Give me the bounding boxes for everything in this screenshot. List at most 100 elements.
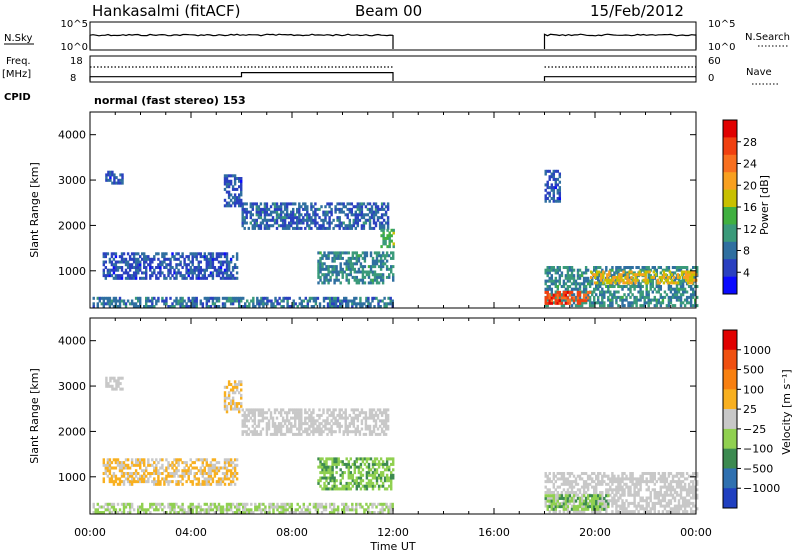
- velocity-cell-6: [603, 499, 606, 503]
- velocity-cell-6: [681, 488, 685, 492]
- velocity-cell-6: [663, 477, 667, 481]
- power-cell-4: [338, 218, 341, 222]
- velocity-cell-6: [639, 480, 642, 484]
- power-cell-10: [644, 275, 647, 279]
- velocity-cell-6: [683, 485, 687, 489]
- velocity-cell-1: [114, 466, 118, 470]
- velocity-cell-6: [556, 496, 560, 500]
- power-cell-1: [215, 252, 219, 256]
- power-cell-8: [625, 271, 628, 275]
- power-cell-5: [355, 256, 359, 260]
- velocity-cell-1: [171, 472, 174, 476]
- power-cell-1: [215, 271, 219, 275]
- velocity-cell-0: [219, 505, 223, 509]
- power-cell-5: [343, 251, 346, 255]
- velocity-cell-0: [294, 508, 297, 512]
- velocity-cell-6: [671, 485, 675, 489]
- power-cell-5: [341, 273, 344, 277]
- power-cell-10: [690, 278, 694, 282]
- velocity-cell-1: [205, 463, 209, 467]
- power-cell-4: [304, 207, 307, 211]
- velocity-cell-0: [322, 505, 326, 509]
- velocity-cell-6: [635, 477, 638, 481]
- power-cell-8: [627, 304, 630, 308]
- velocity-cell-1: [118, 461, 122, 465]
- power-cell-8: [570, 293, 574, 297]
- power-cell-2: [107, 173, 110, 177]
- velocity-cell-1: [147, 461, 150, 465]
- power-cell-8: [617, 285, 620, 289]
- power-cell-1: [145, 276, 148, 280]
- power-cell-7: [558, 186, 562, 190]
- velocity-cell-1: [195, 477, 198, 481]
- power-cell-5: [365, 254, 369, 258]
- velocity-cell-4: [368, 413, 372, 417]
- power-cell-8: [667, 266, 671, 270]
- power-cell-10: [632, 278, 635, 282]
- velocity-cell-6: [675, 493, 679, 497]
- velocity-cell-4: [298, 419, 301, 423]
- power-cell-9: [584, 299, 588, 303]
- velocity-cell-6: [548, 496, 551, 500]
- power-cell-1: [139, 255, 142, 259]
- power-cell-5: [361, 273, 365, 277]
- velocity-cell-5: [335, 487, 338, 491]
- power-cell-4: [267, 218, 271, 222]
- power-cell-7: [552, 177, 556, 181]
- power-cell-10: [596, 273, 599, 277]
- power-cell-4: [285, 210, 289, 214]
- power-cell-0: [377, 305, 380, 309]
- velocity-cell-5: [390, 481, 393, 485]
- power-cell-10: [590, 275, 593, 279]
- velocity-cell-0: [250, 508, 253, 512]
- velocity-cell-5: [323, 487, 326, 491]
- power-cell-8: [627, 266, 630, 270]
- velocity-cell-6: [605, 510, 608, 514]
- power-cell-10: [652, 270, 656, 274]
- power-cell-5: [333, 270, 336, 274]
- power-cell-5: [377, 265, 381, 269]
- velocity-cell-7: [552, 507, 556, 511]
- velocity-cell-5: [361, 468, 365, 472]
- power-cell-4: [285, 207, 289, 211]
- power-cell-4: [279, 210, 283, 214]
- power-cell-8: [681, 290, 685, 294]
- cpid-label: CPID: [4, 92, 31, 103]
- velocity-cell-6: [623, 482, 626, 486]
- velocity-cell-0: [266, 511, 269, 515]
- velocity-cell-1: [143, 458, 146, 462]
- velocity-cell-3: [235, 402, 239, 406]
- velocity-cell-0: [167, 502, 170, 506]
- velocity-cell-1: [157, 474, 160, 478]
- velocity-cell-6: [685, 504, 689, 508]
- power-cell-1: [122, 271, 126, 275]
- power-cell-8: [562, 304, 566, 308]
- power-cell-4: [346, 213, 349, 217]
- power-cell-0: [330, 296, 334, 300]
- velocity-cell-0: [343, 508, 346, 512]
- velocity-cell-6: [605, 491, 608, 495]
- power-cell-5: [367, 281, 371, 285]
- velocity-cell-6: [679, 491, 683, 495]
- power-cell-0: [207, 296, 211, 300]
- velocity-cell-4: [312, 424, 315, 428]
- velocity-cell-0: [94, 508, 97, 512]
- velocity-cell-1: [213, 472, 217, 476]
- velocity-cell-4: [358, 430, 362, 434]
- velocity-cell-6: [580, 496, 584, 500]
- power-cell-1: [211, 276, 215, 280]
- power-cell-0: [330, 302, 334, 306]
- velocity-cell-6: [687, 474, 691, 478]
- power-cell-4: [384, 205, 388, 209]
- velocity-cell-1: [189, 469, 192, 473]
- velocity-cell-5: [323, 460, 326, 464]
- velocity-cell-6: [546, 474, 549, 478]
- velocity-cell-4: [253, 411, 257, 415]
- power-cell-10: [672, 275, 676, 279]
- velocity-cell-6: [661, 480, 665, 484]
- velocity-cell-4: [263, 411, 267, 415]
- power-cell-5: [359, 265, 363, 269]
- power-cell-0: [322, 296, 326, 300]
- velocity-cell-1: [227, 461, 231, 465]
- velocity-cell-6: [625, 482, 628, 486]
